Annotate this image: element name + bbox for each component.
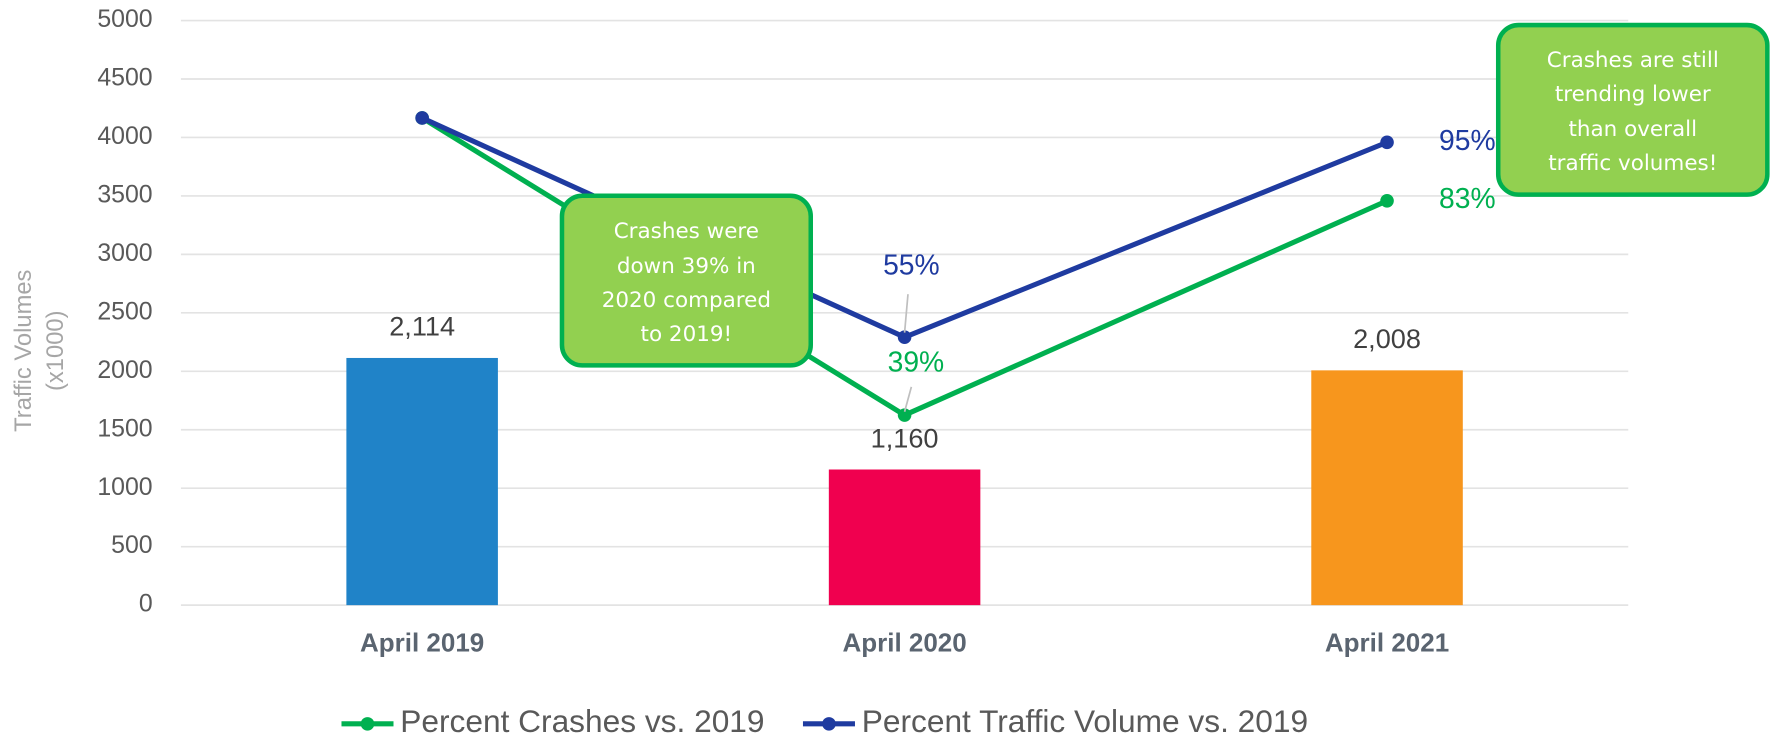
leader-line <box>903 294 909 333</box>
callout-box <box>559 193 814 368</box>
legend-swatch <box>360 717 375 731</box>
line-value-label: 95% <box>1439 124 1496 156</box>
callout-text: trending lower <box>1555 82 1711 107</box>
y-tick-label: 1500 <box>97 414 152 442</box>
callout-text: than overall <box>1568 117 1697 142</box>
legend-label: Percent Traffic Volume vs. 2019 <box>862 703 1308 739</box>
y-tick-label: 2500 <box>97 297 152 325</box>
line-point <box>897 330 912 344</box>
plot-area: 0 500 1000 1500 2000 2500 3000 3500 4000 4500 5000… <box>97 5 1629 739</box>
y-tick-label: 4000 <box>97 122 152 150</box>
bar <box>1311 370 1463 606</box>
y-tick-label: 4500 <box>97 64 152 92</box>
y-tick-label: 500 <box>111 531 152 559</box>
bar-value-label: 2,114 <box>389 311 455 342</box>
callout-text: traffic volumes! <box>1548 151 1717 176</box>
callout-text: to 2019! <box>641 322 733 347</box>
leader-line <box>903 386 913 412</box>
x-tick-label: April 2019 <box>360 628 484 658</box>
legend-swatch <box>822 717 836 731</box>
y-tick-label: 2000 <box>97 356 152 384</box>
y-tick-label: 3500 <box>97 180 152 208</box>
line-value-label: 83% <box>1439 182 1496 214</box>
y-axis-label: Traffic Volumes <box>11 269 37 431</box>
y-tick-label: 3000 <box>97 239 152 267</box>
y-axis-label: (x1000) <box>43 310 69 390</box>
y-tick-label: 0 <box>139 590 153 618</box>
line-value-label: 55% <box>883 249 940 281</box>
callout-text: Crashes were <box>614 219 759 244</box>
line-point <box>1380 135 1394 150</box>
line-point <box>1380 194 1394 208</box>
callout-text: 2020 compared <box>602 288 771 313</box>
bar-value-label: 1,160 <box>871 422 939 453</box>
callout-text: down 39% in <box>617 254 756 279</box>
callout-text: Crashes are still <box>1547 48 1719 73</box>
bar <box>828 469 981 606</box>
y-tick-label: 5000 <box>97 5 152 33</box>
bar-value-label: 2,008 <box>1353 323 1421 354</box>
callout-box <box>1495 22 1770 197</box>
line-point <box>415 111 429 125</box>
legend-label: Percent Crashes vs. 2019 <box>400 703 764 739</box>
line-point <box>897 408 912 422</box>
bar <box>346 357 498 606</box>
line-value-label: 39% <box>888 346 945 378</box>
y-tick-label: 1000 <box>97 473 152 501</box>
x-tick-label: April 2020 <box>842 628 966 658</box>
x-tick-label: April 2021 <box>1325 628 1449 658</box>
